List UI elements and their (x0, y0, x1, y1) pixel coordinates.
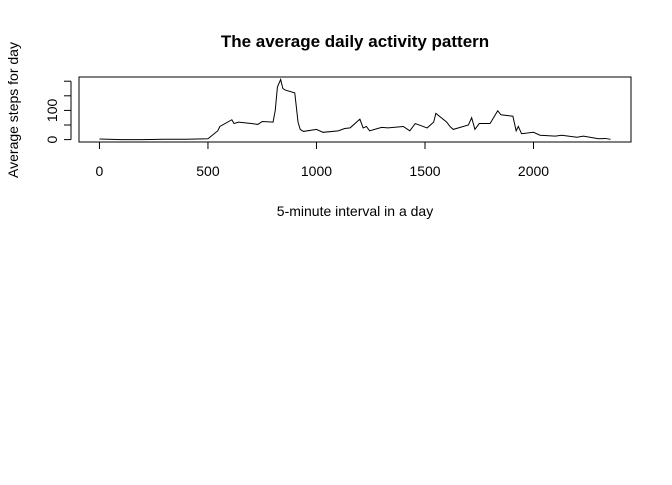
plot-box (78, 76, 632, 143)
x-tick-label: 1000 (301, 163, 332, 179)
y-tick-label: 100 (44, 99, 60, 123)
y-tick-label: 0 (44, 136, 60, 144)
x-tick-label: 1500 (409, 163, 440, 179)
x-axis-label: 5-minute interval in a day (277, 203, 433, 219)
x-tick-label: 0 (96, 163, 104, 179)
x-tick-label: 2000 (518, 163, 549, 179)
chart-title: The average daily activity pattern (221, 32, 489, 51)
x-tick-label: 500 (196, 163, 220, 179)
y-axis-label: Average steps for day (5, 42, 21, 178)
data-line (99, 77, 611, 141)
